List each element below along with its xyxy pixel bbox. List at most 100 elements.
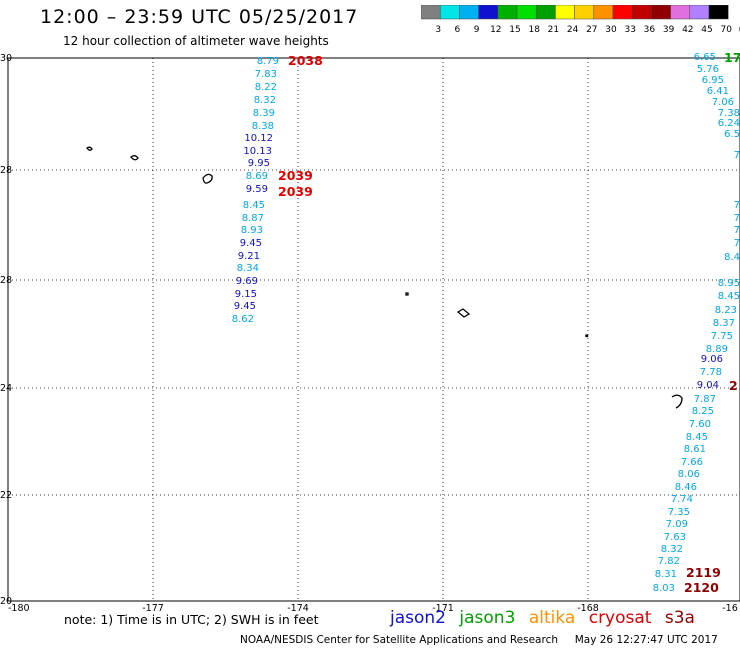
- legend-jason3: jason3: [459, 608, 516, 628]
- wave-height-value: 5.76: [697, 64, 719, 75]
- wave-height-value: 8.03: [653, 583, 675, 594]
- wave-height-value: 9.59: [246, 184, 268, 195]
- wave-height-value: 7: [734, 238, 740, 249]
- pass-time-label: 2: [729, 378, 738, 393]
- wave-height-value: 6.24: [718, 118, 740, 129]
- wave-height-value: 9.69: [236, 276, 258, 287]
- scale-label: 36: [644, 25, 656, 35]
- wave-height-value: 7.78: [700, 367, 722, 378]
- map-title: 12:00 – 23:59 UTC 05/25/2017: [40, 6, 359, 28]
- wave-height-value: 7: [734, 200, 740, 211]
- wave-height-value: 8.39: [253, 108, 275, 119]
- y-tick-label: 28: [0, 165, 12, 176]
- wave-height-value: 8.89: [706, 344, 728, 355]
- footer-note: note: 1) Time is in UTC; 2) SWH is in fe…: [64, 612, 319, 627]
- scale-label: 45: [701, 25, 712, 35]
- wave-height-value: 8.23: [715, 305, 737, 316]
- wave-height-value: 9.15: [235, 289, 257, 300]
- wave-height-value: 10.13: [243, 146, 272, 157]
- satellite-legend: jason2 jason3 altika cryosat s3a: [390, 608, 703, 628]
- wave-height-value: 8.87: [242, 213, 264, 224]
- wave-height-value: 6.95: [702, 75, 724, 86]
- wave-height-value: 6.5: [724, 129, 740, 140]
- scale-label: 3: [435, 25, 441, 35]
- scale-label: 39: [663, 25, 675, 35]
- wave-height-value: 7.74: [671, 494, 693, 505]
- x-tick-label: -16: [722, 603, 738, 614]
- scale-label: 30: [605, 25, 617, 35]
- wave-height-value: 8.69: [246, 171, 268, 182]
- x-tick-label: -171: [432, 603, 454, 614]
- wave-height-value: 7.09: [666, 519, 688, 530]
- wave-height-value: 7.60: [689, 419, 711, 430]
- wave-height-value: 8.22: [255, 82, 277, 93]
- wave-height-value: 8.38: [252, 121, 274, 132]
- map-subtitle: 12 hour collection of altimeter wave hei…: [63, 34, 329, 48]
- wave-height-value: 8.45: [243, 200, 265, 211]
- scale-label: 15: [509, 25, 520, 35]
- scale-label: 9: [474, 25, 480, 35]
- scale-label: 12: [490, 25, 501, 35]
- pass-time-label: 2039: [278, 184, 313, 199]
- x-tick-label: -177: [142, 603, 164, 614]
- scale-label: (ft): [739, 25, 740, 35]
- pass-time-label: 2039: [278, 168, 313, 183]
- scale-label: 33: [624, 25, 635, 35]
- wave-height-value: 8.32: [254, 95, 276, 106]
- wave-height-value: 8.46: [675, 482, 697, 493]
- y-tick-label: 24: [0, 383, 12, 394]
- island-shape: [202, 173, 213, 184]
- wave-height-value: 8.79: [257, 56, 279, 67]
- island-shape: [585, 334, 589, 338]
- map-frame: [7, 57, 740, 602]
- island-shape: [671, 394, 683, 409]
- legend-altika: altika: [528, 608, 576, 628]
- pass-time-label: 2119: [686, 565, 721, 580]
- wave-height-value: 8.4: [724, 252, 740, 263]
- pass-time-label: 2120: [684, 580, 719, 595]
- wave-height-value: 7.82: [658, 556, 680, 567]
- pass-time-label: 17: [724, 50, 740, 65]
- wave-height-value: 7: [734, 213, 740, 224]
- x-tick-label: -180: [8, 603, 30, 614]
- wave-height-value: 9.04: [697, 380, 719, 391]
- wave-height-value: 7.75: [711, 331, 733, 342]
- legend-cryosat: cryosat: [588, 608, 652, 628]
- scale-swatch: [708, 5, 729, 20]
- x-tick-label: -168: [577, 603, 599, 614]
- credit-line: NOAA/NESDIS Center for Satellite Applica…: [240, 634, 718, 646]
- wave-height-value: 7.87: [694, 394, 716, 405]
- wave-height-value: 8.34: [237, 263, 259, 274]
- scale-label: 21: [548, 25, 559, 35]
- wave-height-value: 7.66: [681, 457, 703, 468]
- wave-height-value: 8.93: [241, 225, 263, 236]
- wave-height-value: 9.06: [701, 354, 723, 365]
- scale-label: 6: [455, 25, 461, 35]
- scale-label: 24: [567, 25, 579, 35]
- legend-jason2: jason2: [390, 608, 446, 628]
- pass-time-label: 2038: [288, 53, 323, 68]
- wave-height-value: 8.37: [713, 318, 735, 329]
- wave-height-value: 7.83: [255, 69, 277, 80]
- wave-height-value: 6.41: [707, 86, 729, 97]
- legend-s3a: s3a: [664, 608, 695, 628]
- wave-height-value: 9.45: [240, 238, 262, 249]
- wave-height-value: 8.62: [232, 314, 254, 325]
- wave-height-value: 8.25: [692, 406, 714, 417]
- wave-height-value: 8.45: [686, 432, 708, 443]
- island-shape: [86, 146, 93, 151]
- wave-height-value: 10.12: [244, 133, 273, 144]
- wave-height-value: 8.32: [661, 544, 683, 555]
- wave-height-value: 8.45: [718, 291, 740, 302]
- credit-timestamp: May 26 12:27:47 UTC 2017: [574, 634, 718, 646]
- y-tick-label: 30: [0, 53, 12, 64]
- wave-height-value: 8.31: [655, 569, 677, 580]
- scale-label: 42: [682, 25, 693, 35]
- wave-height-value: 8.61: [684, 444, 706, 455]
- wave-height-value: 8.06: [678, 469, 700, 480]
- island-shape: [456, 308, 471, 318]
- scale-label: 18: [528, 25, 540, 35]
- wave-height-value: 7.35: [668, 507, 690, 518]
